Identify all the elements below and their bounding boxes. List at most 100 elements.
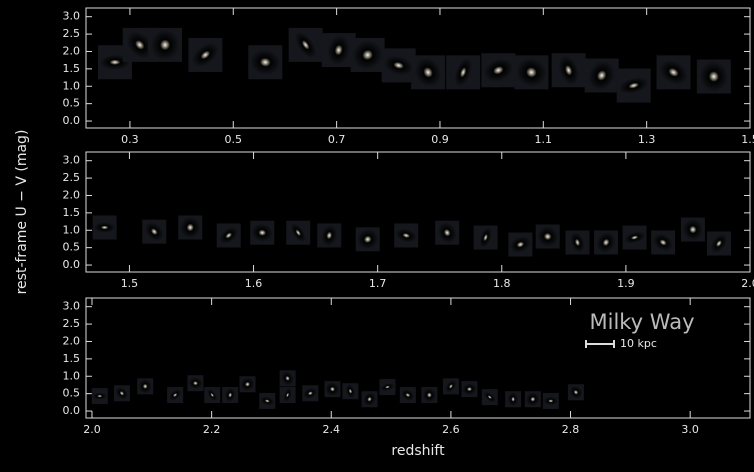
galaxy [279, 370, 296, 387]
galaxy-point [569, 385, 583, 399]
y-tick-label: 0.5 [63, 97, 81, 110]
y-tick-label: 0.5 [63, 241, 81, 254]
galaxy-point [188, 377, 203, 390]
plot-frame [85, 7, 751, 129]
x-tick-label: 1.6 [245, 277, 263, 290]
galaxy [535, 224, 560, 249]
annotation: 10 kpc [620, 337, 657, 350]
galaxy-point [357, 229, 379, 250]
galaxy-point [682, 218, 704, 241]
galaxy [706, 231, 731, 256]
x-tick-label: 1.7 [369, 277, 387, 290]
galaxy [91, 388, 108, 405]
galaxy-point [395, 228, 417, 243]
galaxy [222, 387, 239, 404]
galaxy [651, 230, 676, 255]
galaxy [551, 53, 586, 88]
galaxy [411, 55, 446, 90]
y-tick-label: 0.0 [63, 258, 81, 271]
galaxy [178, 215, 203, 240]
galaxy [302, 385, 319, 402]
galaxy-point [144, 222, 164, 242]
galaxy [656, 55, 691, 90]
x-tick-label: 3.0 [681, 423, 699, 436]
galaxy-point [624, 231, 646, 244]
galaxy-point [710, 233, 728, 254]
galaxy-point [483, 58, 514, 82]
galaxy-point [483, 391, 496, 403]
galaxy-point [92, 392, 107, 400]
galaxy [616, 68, 651, 103]
galaxy-point [558, 55, 579, 86]
galaxy [187, 375, 204, 392]
galaxy [584, 58, 619, 93]
galaxy-point [138, 379, 152, 394]
galaxy [421, 387, 438, 404]
galaxy-point [321, 224, 338, 247]
galaxy-point [99, 54, 131, 70]
galaxy-point [150, 29, 180, 61]
galaxy [324, 381, 341, 398]
galaxy [259, 392, 276, 409]
galaxy-point [327, 34, 350, 66]
y-tick-label: 2.0 [63, 188, 81, 201]
galaxy-point [93, 222, 116, 233]
galaxy [342, 383, 359, 400]
x-tick-label: 1.3 [638, 133, 656, 146]
y-tick-label: 1.5 [63, 352, 81, 365]
galaxy [696, 59, 731, 94]
galaxy-point [126, 31, 153, 59]
galaxy [204, 387, 221, 404]
galaxy-point [180, 216, 201, 239]
galaxy [567, 384, 584, 401]
y-tick-label: 3.0 [63, 154, 81, 167]
galaxy-point [303, 387, 318, 399]
x-tick-label: 1.9 [617, 277, 635, 290]
annotation: Milky Way [589, 310, 694, 334]
galaxy-point [507, 392, 519, 407]
galaxy [399, 387, 416, 404]
galaxy [505, 391, 522, 408]
x-tick-label: 0.3 [121, 133, 139, 146]
galaxy [279, 387, 296, 404]
galaxy [435, 220, 460, 245]
galaxy [442, 378, 459, 395]
x-tick-label: 2.2 [203, 423, 221, 436]
galaxy-point [525, 392, 540, 407]
y-tick-label: 3.0 [63, 10, 81, 23]
galaxy [286, 220, 311, 245]
galaxy-point [588, 60, 615, 91]
galaxy-point [414, 57, 442, 88]
galaxy-point [462, 383, 477, 396]
y-tick-label: 1.5 [63, 206, 81, 219]
galaxy-point [283, 388, 292, 402]
x-tick-label: 2.4 [323, 423, 341, 436]
galaxy-point [543, 396, 558, 406]
x-tick-label: 2.8 [562, 423, 580, 436]
y-tick-label: 1.0 [63, 369, 81, 382]
y-tick-label: 2.0 [63, 334, 81, 347]
x-tick-label: 1.8 [493, 277, 511, 290]
galaxy [142, 219, 167, 244]
galaxy-point [207, 388, 218, 402]
galaxy [361, 391, 378, 408]
galaxy-point [363, 392, 376, 407]
galaxy [394, 223, 419, 248]
y-tick-label: 1.0 [63, 223, 81, 236]
x-axis-label: redshift [391, 443, 445, 459]
galaxy [248, 45, 283, 80]
galaxy [137, 378, 154, 395]
galaxy [321, 33, 356, 68]
y-axis-label: rest-frame U − V (mag) [14, 130, 30, 295]
y-tick-label: 0.0 [63, 114, 81, 127]
galaxy-point [168, 389, 182, 401]
galaxy [473, 225, 498, 250]
galaxy-point [380, 383, 395, 391]
galaxy-point [345, 384, 356, 399]
galaxy-point [422, 387, 437, 403]
galaxy-point [352, 40, 383, 70]
galaxy [250, 220, 275, 245]
y-tick-label: 2.5 [63, 171, 81, 184]
galaxy-point [537, 226, 559, 247]
